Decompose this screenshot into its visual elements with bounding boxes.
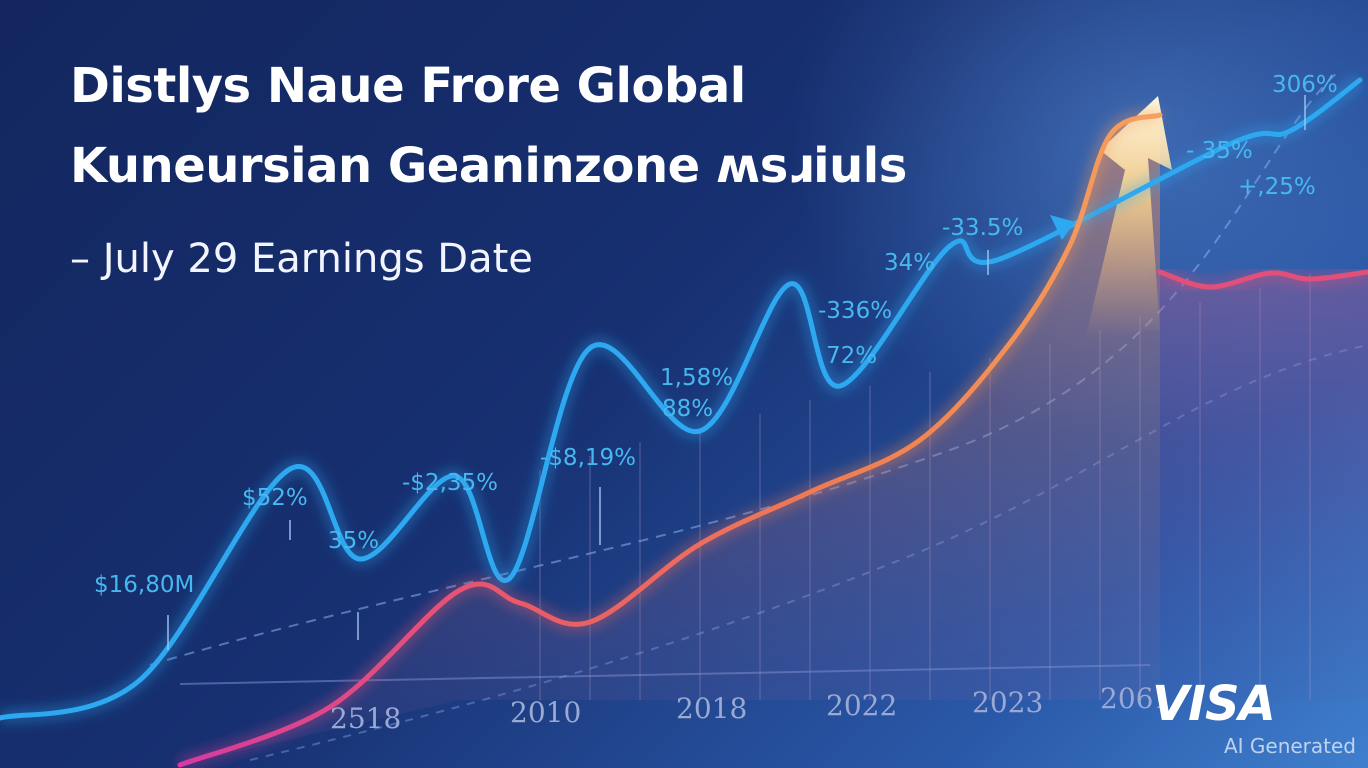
- x-tick-label: 2023: [972, 686, 1043, 719]
- area-fill: [180, 115, 1160, 765]
- value-annotation: $16,80M: [94, 572, 194, 598]
- x-tick-label: 2010: [510, 696, 581, 729]
- title-line-1: Distlys Naue Frore Global: [70, 58, 746, 114]
- value-annotation: 1,58%: [660, 365, 733, 391]
- rising-arrow: [1085, 96, 1172, 340]
- value-annotation: +,25%: [1238, 174, 1316, 200]
- ai-generated-badge: AI Generated: [1223, 734, 1356, 758]
- value-annotation: 72%: [826, 343, 877, 369]
- x-axis-ticks: 2518 2010 2018 2022 2023 2061: [330, 682, 1171, 735]
- line-arrowhead: [1050, 215, 1075, 240]
- series-line: [1157, 269, 1368, 290]
- x-tick-label: 2061: [1100, 682, 1171, 715]
- visa-logo: VISA: [1152, 676, 1276, 732]
- series-line: [177, 112, 1163, 768]
- value-annotation: -$8,19%: [540, 445, 636, 471]
- value-annotation: $52%: [242, 485, 308, 511]
- value-annotation: -33.5%: [942, 215, 1023, 241]
- value-annotation: 34%: [884, 250, 935, 276]
- area-fill: [1160, 272, 1368, 700]
- value-annotation: -336%: [818, 298, 892, 324]
- value-annotations: $16,80M $52% 35% -$2,35% -$8,19% 1,58% 88% -336…: [94, 72, 1338, 598]
- value-annotation: 35%: [328, 528, 379, 554]
- value-annotation: 306%: [1272, 72, 1338, 98]
- marker-lines: [167, 95, 1306, 650]
- series-lines: [0, 74, 1368, 768]
- value-annotation: 88%: [662, 396, 713, 422]
- title-line-2: Kuneursian Geaninzone ʍsɹiuls: [70, 138, 907, 194]
- x-tick-label: 2518: [330, 702, 401, 735]
- x-tick-label: 2022: [826, 689, 897, 722]
- x-tick-label: 2018: [676, 692, 747, 725]
- value-annotation: -$2,35%: [402, 470, 498, 496]
- value-annotation: - 35%: [1186, 138, 1253, 164]
- area-fills: [180, 96, 1368, 765]
- earnings-date-subtitle: – July 29 Earnings Date: [70, 236, 533, 282]
